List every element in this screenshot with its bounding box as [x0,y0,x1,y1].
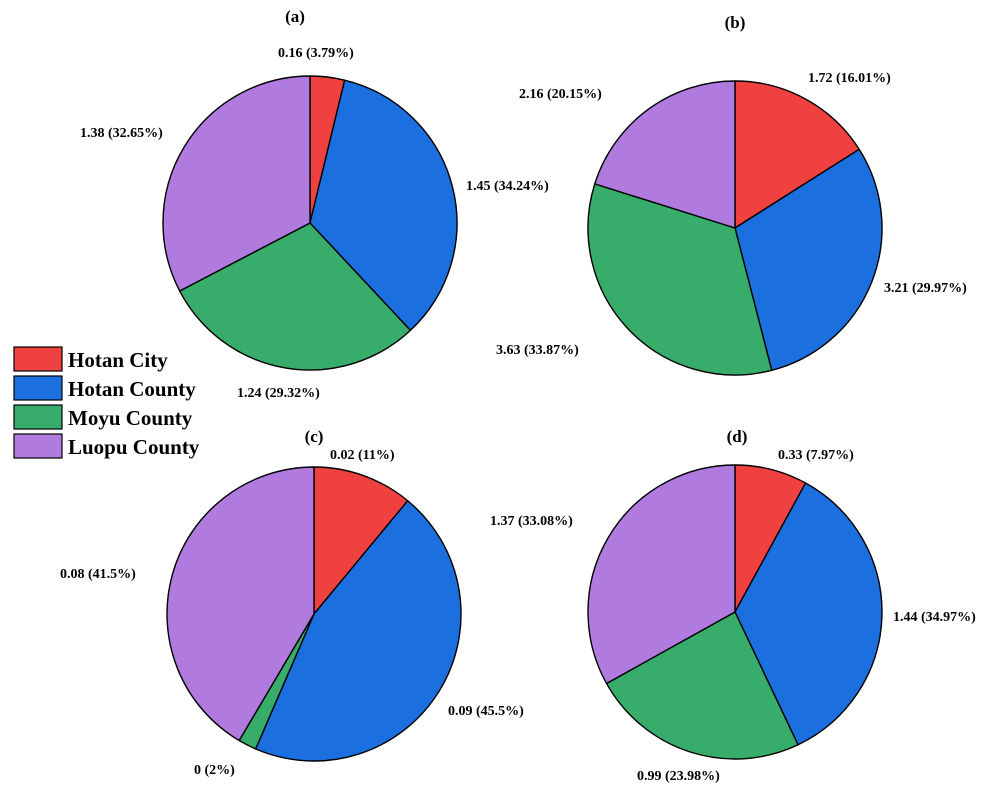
pie-a-slice-moyu-county [178,222,412,371]
pie-c: (c) 0.02 (11%) 0.09 (45.5%) 0 (2%) 0.08 … [60,427,524,778]
pie-d-slices [587,464,883,760]
pie-d-slice-moyu-county [605,611,799,760]
pie-d: (d) 0.33 (7.97%) 1.44 (34.97%) 0.99 (23.… [490,427,976,784]
pie-c-slice-luopu-county [166,466,315,742]
pie-c-title: (c) [305,427,324,446]
legend-swatch-hotan-city [13,346,63,372]
pie-a-label-hotan-county: 1.45 (34.24%) [466,179,549,194]
pie-c-slice-hotan-county [254,500,462,762]
legend-item-hotan-county: Hotan County [13,375,196,401]
legend-item-luopu-county: Luopu County [13,433,200,459]
pie-b-label-hotan-city: 1.72 (16.01%) [808,71,891,86]
legend-swatch-moyu-county [13,404,63,430]
pie-a-label-luopu-county: 1.38 (32.65%) [80,126,163,141]
pie-b-slice-hotan-county [734,148,883,372]
legend-label-luopu-county: Luopu County [68,435,200,459]
pie-b-label-moyu-county: 3.63 (33.87%) [496,343,579,358]
pie-d-label-hotan-county: 1.44 (34.97%) [893,610,976,625]
pie-d-slice-luopu-county [587,464,736,685]
pie-a-slice-hotan-county [309,79,458,332]
pie-b-slice-luopu-county [594,80,736,229]
pie-c-label-luopu-county: 0.08 (41.5%) [60,567,136,582]
legend-swatch-luopu-county [13,433,63,459]
pie-d-label-hotan-city: 0.33 (7.97%) [778,448,854,463]
pie-b-slices [587,80,883,376]
pie-b-label-hotan-county: 3.21 (29.97%) [884,281,967,296]
pie-a-title: (a) [285,7,305,26]
legend-label-hotan-city: Hotan City [68,348,168,372]
legend-item-moyu-county: Moyu County [13,404,193,430]
pie-b-slice-hotan-city [734,80,860,229]
legend-item-hotan-city: Hotan City [13,346,168,372]
pie-a: (a) 0.16 (3.79%) 1.45 (34.24%) 1.24 (29.… [80,7,549,401]
pie-c-label-moyu-county: 0 (2%) [194,763,235,778]
pie-b: (b) 1.72 (16.01%) 3.21 (29.97%) 3.63 (33… [496,13,967,376]
legend-label-hotan-county: Hotan County [68,377,196,401]
pie-c-slice-hotan-city [313,466,409,615]
pie-b-label-luopu-county: 2.16 (20.15%) [519,87,602,102]
pie-a-label-hotan-city: 0.16 (3.79%) [278,46,354,61]
pie-d-label-moyu-county: 0.99 (23.98%) [637,769,720,784]
pie-a-label-moyu-county: 1.24 (29.32%) [237,386,320,401]
legend-label-moyu-county: Moyu County [68,406,193,430]
pie-d-slice-hotan-county [734,482,883,746]
pie-d-label-luopu-county: 1.37 (33.08%) [490,514,573,529]
legend: Hotan City Hotan County Moyu County Luop… [13,346,200,459]
pie-b-slice-moyu-county [587,183,773,376]
pie-c-label-hotan-city: 0.02 (11%) [330,448,395,463]
pie-d-title: (d) [727,427,748,446]
pie-b-title: (b) [725,13,746,32]
legend-swatch-hotan-county [13,375,63,401]
pie-a-slices [162,75,458,371]
pie-c-slices [166,466,462,762]
pie-a-slice-luopu-county [162,75,311,292]
pie-c-label-hotan-county: 0.09 (45.5%) [448,704,524,719]
